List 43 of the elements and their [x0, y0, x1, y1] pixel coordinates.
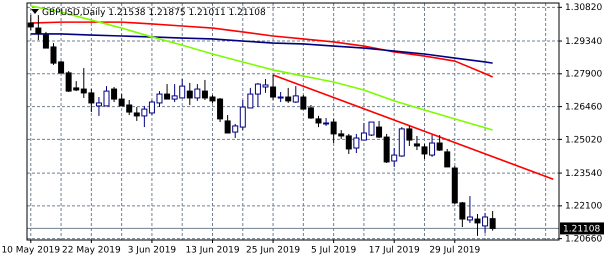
line-series: [30, 33, 494, 64]
candlestick: [194, 84, 200, 102]
candlestick: [285, 87, 292, 104]
candlestick: [232, 123, 238, 139]
candlestick: [422, 143, 428, 160]
candlestick: [270, 74, 276, 100]
candlestick: [316, 115, 322, 128]
candlestick: [466, 196, 473, 224]
x-tick-label: 13 Jun 2019: [185, 245, 240, 256]
candlestick: [429, 134, 436, 158]
y-tick-label: 1.26460: [565, 102, 602, 112]
ref-line-label: 1.21108: [563, 224, 600, 235]
line-series: [30, 5, 494, 131]
y-tick-label: 1.25020: [565, 135, 602, 146]
candlestick: [164, 84, 170, 100]
y-tick-label: 1.29340: [565, 36, 602, 47]
x-tick-label: 22 May 2019: [62, 245, 121, 256]
y-tick-label: 1.22100: [565, 202, 602, 212]
candlestick: [482, 212, 488, 234]
y-tick-label: 1.27900: [565, 70, 602, 80]
candlestick: [414, 135, 420, 151]
candlestick: [134, 106, 140, 122]
y-tick-label: 1.23540: [565, 168, 602, 179]
candlestick: [278, 92, 284, 103]
candlestick: [490, 210, 496, 232]
candlestick: [346, 133, 352, 154]
candlestick: [391, 148, 398, 168]
candlestick: [444, 148, 450, 168]
x-tick-label: 3 Jun 2019: [128, 245, 176, 256]
x-tick-label: 10 May 2019: [1, 245, 60, 256]
candlestick: [406, 125, 412, 146]
x-tick-label: 5 Jul 2019: [311, 245, 357, 256]
candlestick: [436, 134, 443, 152]
candlestick: [224, 114, 231, 134]
candlestick: [35, 14, 42, 41]
y-tick-label: 1.30820: [565, 3, 602, 14]
y-tick-label: 1.20660: [565, 234, 602, 245]
candlestick: [186, 82, 193, 106]
x-tick-label: 25 Jun 2019: [246, 245, 300, 256]
x-tick-label: 17 Jul 2019: [368, 245, 420, 256]
candlestick: [474, 214, 480, 236]
candlestick: [292, 86, 299, 104]
x-tick-label: 29 Jul 2019: [429, 245, 481, 256]
